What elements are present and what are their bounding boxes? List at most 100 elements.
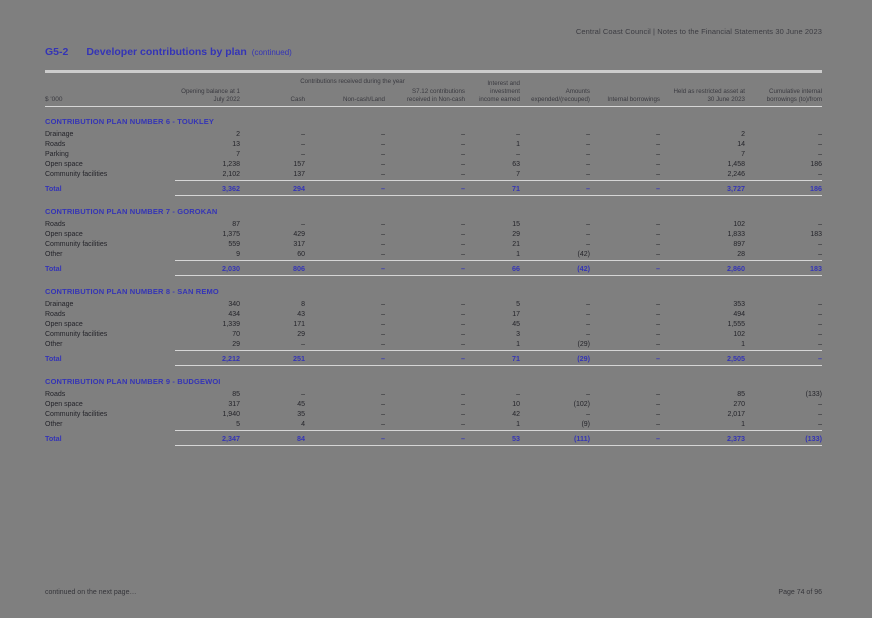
cell-value: (102)	[573, 400, 590, 408]
total-value: 2,860	[727, 263, 745, 273]
plan-section: CONTRIBUTION PLAN NUMBER 7 - GOROKAN Road…	[45, 207, 822, 277]
rule-segment	[175, 445, 240, 447]
total-value: 84	[297, 433, 305, 443]
cell-value: –	[818, 320, 822, 328]
cell-value: –	[516, 390, 520, 398]
table-rule	[45, 179, 822, 182]
cell-value: –	[656, 160, 660, 168]
row-label: Roads	[45, 220, 66, 228]
table-rule	[45, 274, 822, 277]
cell-value: 340	[228, 300, 240, 308]
cell-value: –	[381, 340, 385, 348]
rule-segment	[660, 275, 822, 277]
total-value: –	[381, 183, 385, 193]
total-row: Total 2,030 806 – – 66 (42) – 2,860 183	[45, 262, 822, 274]
cell-value: –	[656, 170, 660, 178]
cell-value: –	[656, 220, 660, 228]
row-label: Other	[45, 340, 63, 348]
cell-value: 14	[737, 140, 745, 148]
unit-label: $ '000	[45, 95, 63, 103]
cell-value: –	[818, 240, 822, 248]
rule-segment	[240, 430, 660, 432]
title-divider	[45, 70, 822, 73]
cell-value: 102	[733, 220, 745, 228]
table-row: Roads 85 – – – – – – 85 (133)	[45, 389, 822, 399]
cell-value: –	[301, 340, 305, 348]
total-value: –	[656, 263, 660, 273]
total-value: –	[381, 353, 385, 363]
cell-value: –	[586, 300, 590, 308]
rule-segment	[660, 430, 822, 432]
table-header: $ '000 Opening balance at 1 July 2022 Co…	[45, 77, 822, 108]
cell-value: –	[656, 150, 660, 158]
cell-value: –	[586, 240, 590, 248]
table-row: Drainage 340 8 – – 5 – – 353 –	[45, 299, 822, 309]
cell-value: –	[461, 230, 465, 238]
rule-segment	[660, 180, 822, 182]
cell-value: –	[461, 140, 465, 148]
total-value: (42)	[577, 263, 590, 273]
total-value: –	[461, 263, 465, 273]
cell-value: 63	[512, 160, 520, 168]
cell-value: –	[381, 220, 385, 228]
row-label: Roads	[45, 140, 66, 148]
table-rule	[45, 364, 822, 367]
row-label: Community facilities	[45, 240, 108, 248]
table-row: Open space 1,238 157 – – 63 – – 1,458 186	[45, 159, 822, 169]
total-value: 2,347	[222, 433, 240, 443]
cell-value: (29)	[577, 340, 590, 348]
table-row: Roads 13 – – – 1 – – 14 –	[45, 139, 822, 149]
total-value: –	[656, 433, 660, 443]
cell-value: –	[516, 150, 520, 158]
total-value: 806	[293, 263, 305, 273]
cell-value: 317	[228, 400, 240, 408]
cell-value: 13	[232, 140, 240, 148]
column-group-contributions-received: Contributions received during the year	[300, 77, 405, 85]
total-value: 2,505	[727, 353, 745, 363]
cell-value: –	[586, 330, 590, 338]
cell-value: –	[818, 220, 822, 228]
row-label: Community facilities	[45, 410, 108, 418]
cell-value: –	[516, 130, 520, 138]
cell-value: 45	[297, 400, 305, 408]
cell-value: 21	[512, 240, 520, 248]
cell-value: –	[461, 410, 465, 418]
cell-value: –	[656, 420, 660, 428]
cell-value: 494	[733, 310, 745, 318]
cell-value: –	[461, 170, 465, 178]
total-value: –	[656, 183, 660, 193]
cell-value: 85	[232, 390, 240, 398]
cell-value: 10	[512, 400, 520, 408]
total-value: 53	[512, 433, 520, 443]
cell-value: –	[461, 250, 465, 258]
cell-value: 43	[297, 310, 305, 318]
cell-value: –	[586, 320, 590, 328]
total-value: –	[461, 353, 465, 363]
cell-value: –	[381, 400, 385, 408]
cell-value: –	[818, 130, 822, 138]
row-label: Roads	[45, 390, 66, 398]
cell-value: 270	[733, 400, 745, 408]
cell-value: –	[656, 390, 660, 398]
cell-value: –	[381, 300, 385, 308]
rule-segment	[660, 445, 822, 447]
cell-value: –	[381, 240, 385, 248]
table-row: Roads 434 43 – – 17 – – 494 –	[45, 309, 822, 319]
total-value: 186	[810, 183, 822, 193]
cell-value: –	[586, 390, 590, 398]
note-title-continued: (continued)	[251, 48, 292, 57]
cell-value: –	[461, 330, 465, 338]
rule-segment	[240, 260, 660, 262]
cell-value: 353	[733, 300, 745, 308]
cell-value: 1	[516, 340, 520, 348]
cell-value: –	[586, 220, 590, 228]
cell-value: –	[301, 220, 305, 228]
cell-value: 1	[516, 140, 520, 148]
cell-value: –	[461, 390, 465, 398]
table-row: Community facilities 2,102 137 – – 7 – – 2,246 –	[45, 169, 822, 179]
cell-value: –	[461, 320, 465, 328]
cell-value: (42)	[577, 250, 590, 258]
cell-value: 1	[741, 420, 745, 428]
rule-segment	[175, 195, 240, 197]
column-header-interest: Interest and investment income earned	[479, 79, 520, 104]
